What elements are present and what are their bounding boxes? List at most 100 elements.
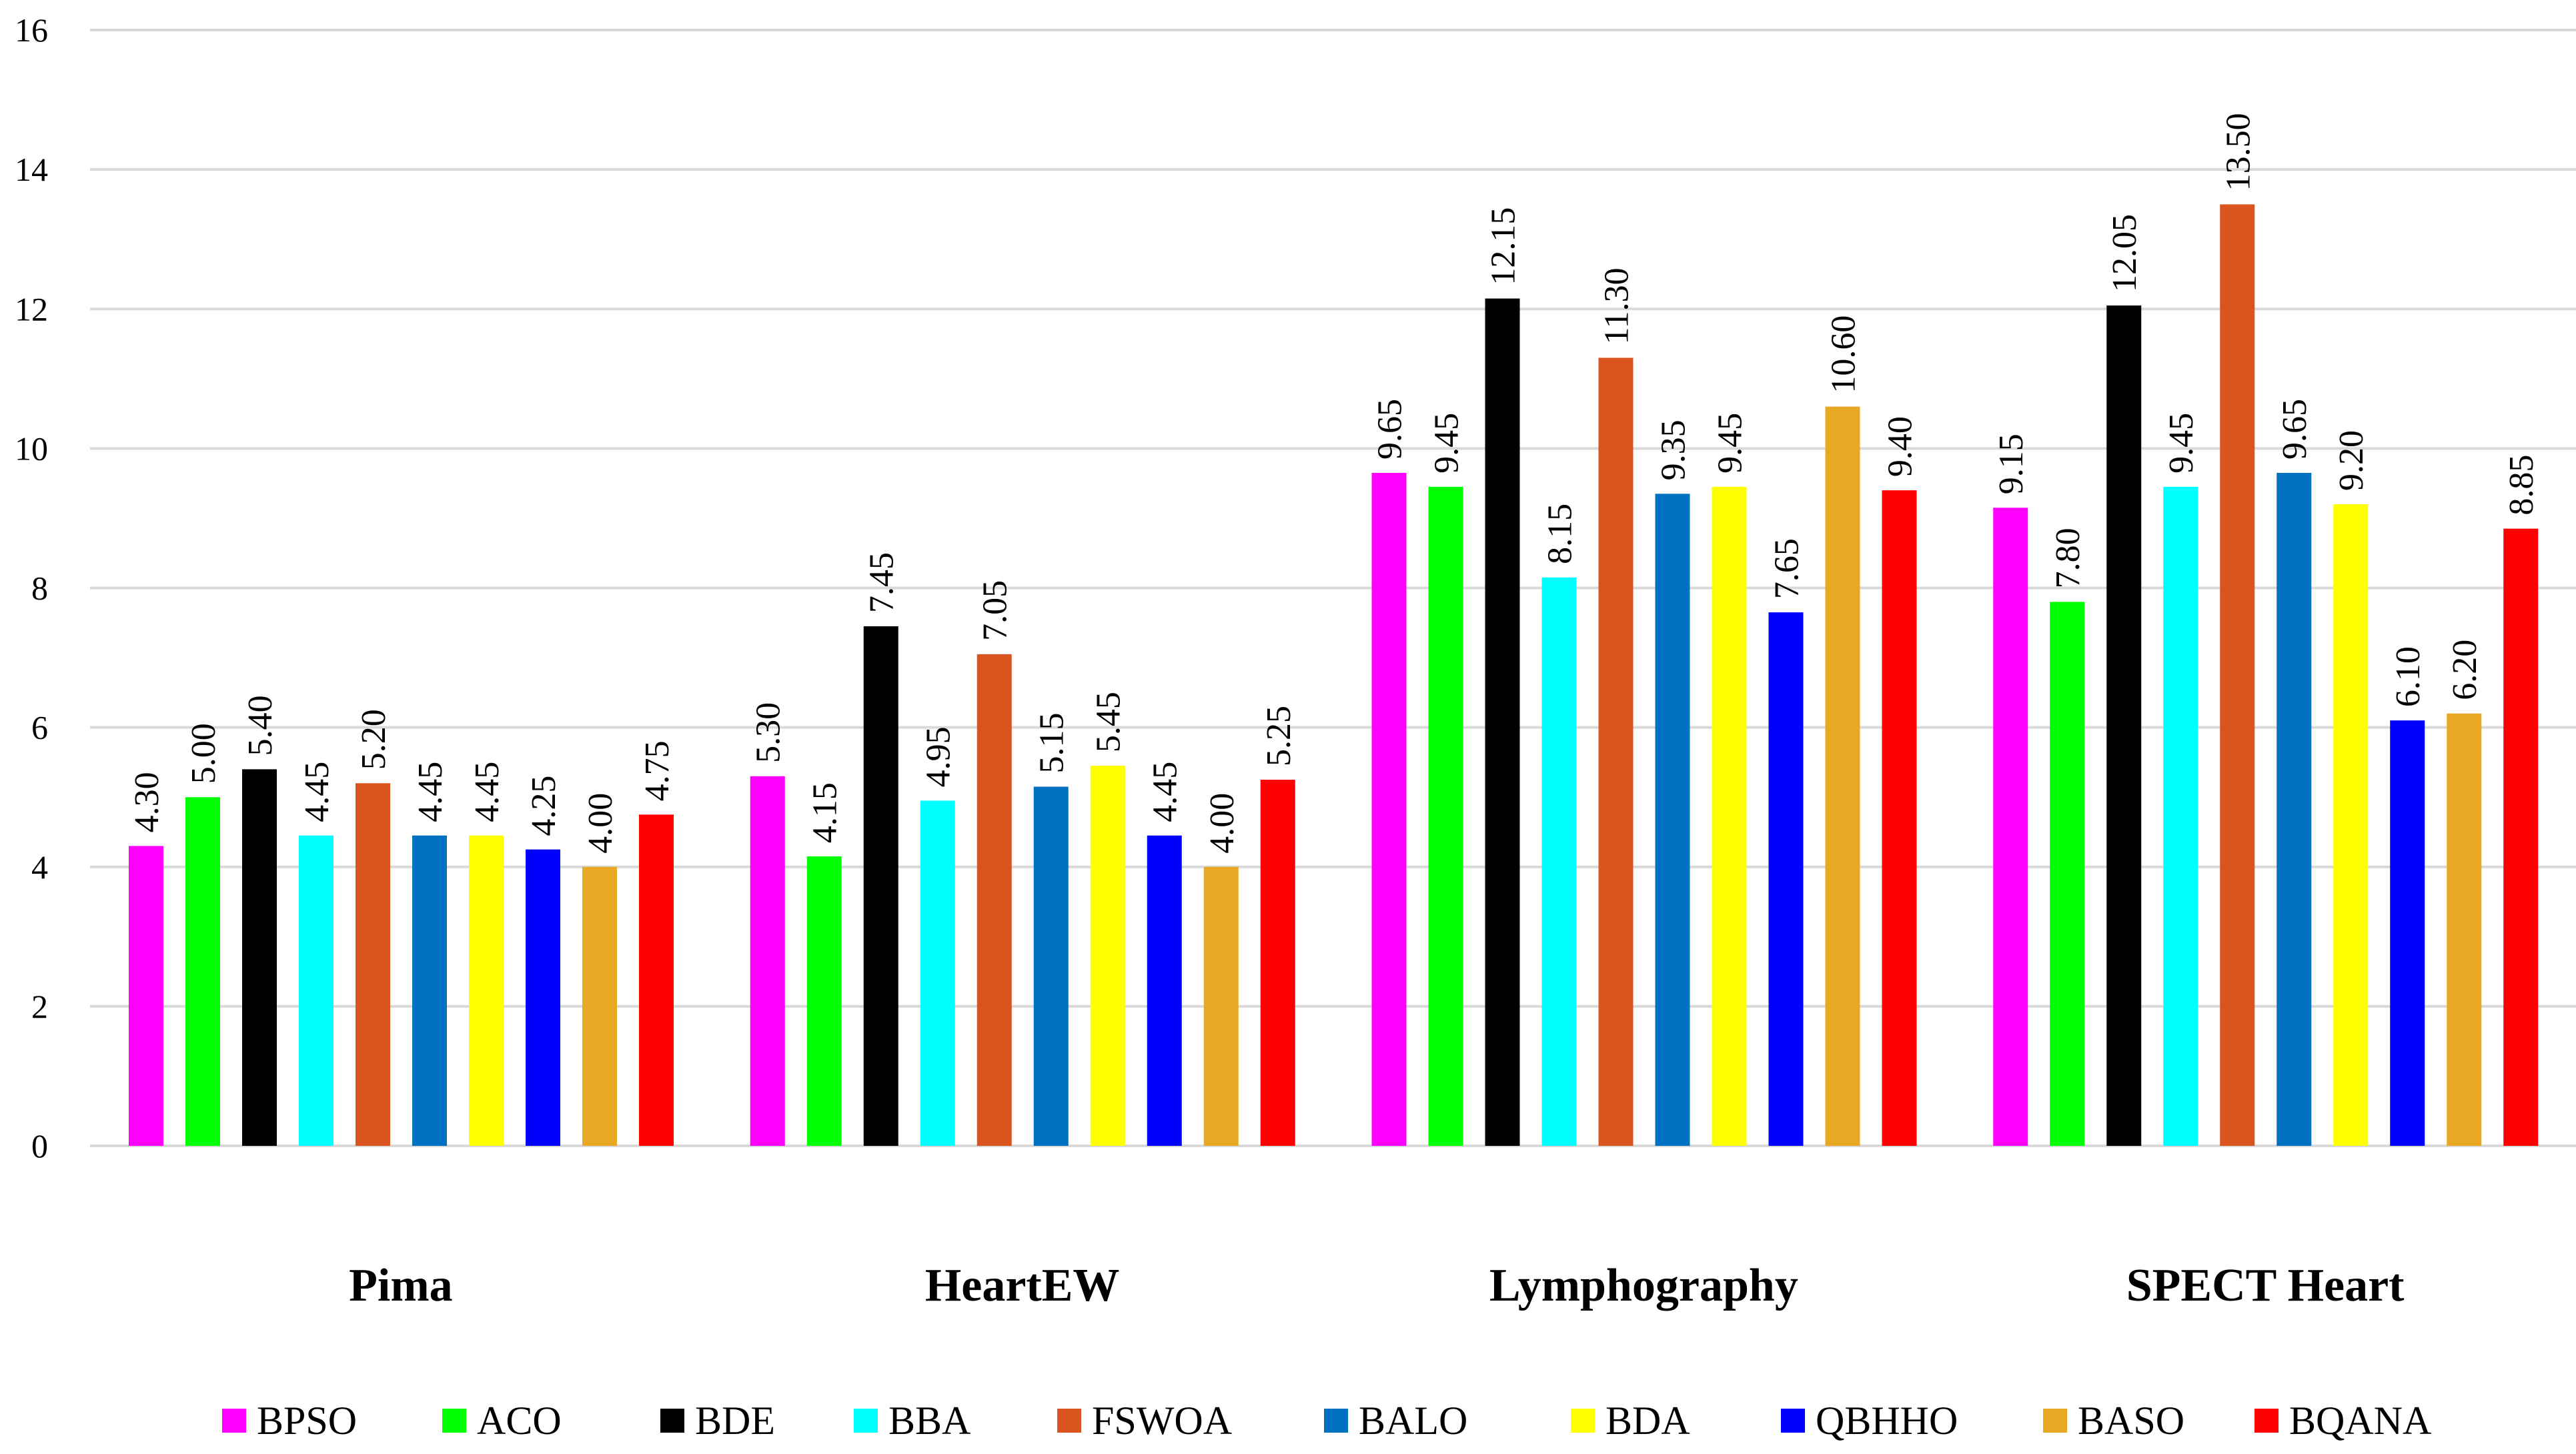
bar-baso-lymphography: [1825, 406, 1860, 1147]
bar-bba-heartew: [920, 800, 955, 1146]
data-label: 5.25: [1260, 706, 1298, 766]
bar-bqana-lymphography: [1882, 490, 1917, 1146]
bar-bqana-heartew: [1260, 780, 1295, 1146]
data-label: 4.00: [1203, 793, 1241, 854]
legend-label-fswoa: FSWOA: [1092, 1399, 1232, 1443]
data-label: 9.45: [1428, 413, 1466, 474]
legend-label-bba: BBA: [888, 1399, 971, 1443]
bar-bba-pima: [299, 835, 334, 1146]
data-label: 9.65: [1371, 399, 1409, 460]
data-label: 4.00: [582, 793, 620, 854]
data-label: 5.40: [241, 695, 279, 756]
bar-bpso-spect-heart: [1993, 508, 2028, 1146]
bar-fswoa-spect-heart: [2220, 204, 2255, 1146]
legend-label-baso: BASO: [2078, 1399, 2184, 1443]
data-label: 12.15: [1485, 207, 1523, 285]
y-tick-label: 14: [15, 151, 48, 188]
bar-balo-lymphography: [1655, 494, 1690, 1146]
y-tick-label: 4: [31, 848, 48, 886]
legend-swatch-fswoa: [1057, 1409, 1081, 1433]
bar-qbhho-heartew: [1147, 835, 1182, 1146]
bar-bda-heartew: [1090, 766, 1125, 1146]
y-axis-ticks: 0 2 4 6 8 10 12 14 16: [15, 11, 48, 1165]
legend-label-aco: ACO: [477, 1399, 562, 1443]
data-label: 4.15: [806, 782, 844, 843]
legend-swatch-balo: [1324, 1409, 1348, 1433]
data-label: 9.35: [1655, 420, 1693, 480]
data-label: 9.15: [1992, 434, 2030, 494]
data-label: 9.45: [2162, 413, 2200, 474]
legend-label-balo: BALO: [1359, 1399, 1467, 1443]
bar-baso-spect-heart: [2447, 713, 2482, 1146]
legend-label-bpso: BPSO: [257, 1399, 357, 1443]
data-label: 4.45: [412, 762, 450, 822]
legend-swatch-baso: [2043, 1409, 2067, 1433]
legend-label-bde: BDE: [695, 1399, 775, 1443]
bar-bde-pima: [242, 769, 277, 1146]
legend-label-bqana: BQANA: [2289, 1399, 2431, 1443]
data-label: 7.80: [2049, 528, 2087, 588]
bar-baso-pima: [582, 866, 617, 1146]
legend-swatch-bde: [660, 1409, 684, 1433]
bar-bde-lymphography: [1485, 298, 1520, 1146]
data-label: 5.00: [185, 723, 223, 784]
bar-bda-spect-heart: [2333, 504, 2369, 1146]
bar-fswoa-lymphography: [1598, 357, 1634, 1146]
bar-fswoa-pima: [356, 783, 390, 1146]
data-label: 4.95: [920, 726, 958, 787]
data-label: 4.30: [128, 772, 166, 832]
y-tick-label: 12: [15, 290, 48, 327]
data-label: 11.30: [1598, 267, 1636, 344]
data-label: 8.15: [1541, 504, 1579, 564]
bar-bpso-heartew: [750, 776, 785, 1146]
data-label: 9.40: [1882, 416, 1920, 477]
legend-label-qbhho: QBHHO: [1816, 1399, 1958, 1443]
data-label: 7.65: [1768, 538, 1806, 599]
data-label: 8.85: [2503, 455, 2541, 516]
category-label: HeartEW: [925, 1260, 1120, 1311]
bar-balo-pima: [412, 835, 447, 1146]
bar-bba-spect-heart: [2163, 486, 2198, 1146]
data-label: 5.30: [750, 702, 788, 763]
bar-aco-spect-heart: [2050, 602, 2085, 1146]
legend-swatch-bda: [1571, 1409, 1595, 1433]
legend-swatch-bba: [854, 1409, 878, 1433]
data-label: 7.45: [863, 552, 901, 613]
data-label: 4.45: [298, 762, 336, 822]
y-tick-label: 2: [31, 988, 48, 1025]
bar-qbhho-pima: [526, 849, 560, 1146]
legend-swatch-aco: [442, 1409, 466, 1433]
data-label: 6.20: [2446, 640, 2484, 700]
bar-aco-heartew: [806, 856, 842, 1146]
legend-swatch-qbhho: [1781, 1409, 1805, 1433]
bar-bba-lymphography: [1541, 577, 1577, 1146]
bar-bqana-pima: [639, 814, 674, 1146]
data-label: 4.75: [638, 740, 676, 801]
legend-swatch-bpso: [222, 1409, 246, 1433]
data-label: 5.20: [355, 709, 393, 770]
bar-bpso-lymphography: [1371, 472, 1407, 1146]
bar-baso-heartew: [1203, 866, 1239, 1146]
legend-swatch-bqana: [2255, 1409, 2279, 1433]
data-label: 6.10: [2389, 646, 2427, 707]
y-tick-label: 0: [31, 1127, 48, 1165]
bar-bda-pima: [469, 835, 504, 1146]
gridlines: [90, 29, 2576, 1147]
data-labels: 4.30 5.00 5.40 4.45 5.20 4.45 4.45 4.25 4.00 4.75…: [128, 113, 2541, 853]
bar-bda-lymphography: [1712, 486, 1747, 1146]
bar-bde-spect-heart: [2106, 305, 2142, 1147]
bar-bqana-spect-heart: [2503, 528, 2539, 1146]
data-label: 13.50: [2219, 113, 2257, 191]
data-label: 9.65: [2276, 399, 2314, 460]
category-label: Lymphography: [1489, 1260, 1798, 1311]
bar-bpso-pima: [129, 846, 163, 1146]
legend: BPSO ACO BDE BBA FSWOA BALO BDA QBHHO BASO BQANA: [222, 1399, 2431, 1443]
data-label: 12.05: [2106, 214, 2144, 292]
data-label: 4.45: [1147, 762, 1185, 822]
bar-bde-heartew: [863, 626, 898, 1146]
data-label: 9.20: [2333, 430, 2371, 491]
category-label: SPECT Heart: [2126, 1260, 2405, 1311]
category-label: Pima: [349, 1260, 453, 1311]
bar-qbhho-lymphography: [1768, 612, 1804, 1146]
data-label: 4.25: [525, 776, 563, 836]
